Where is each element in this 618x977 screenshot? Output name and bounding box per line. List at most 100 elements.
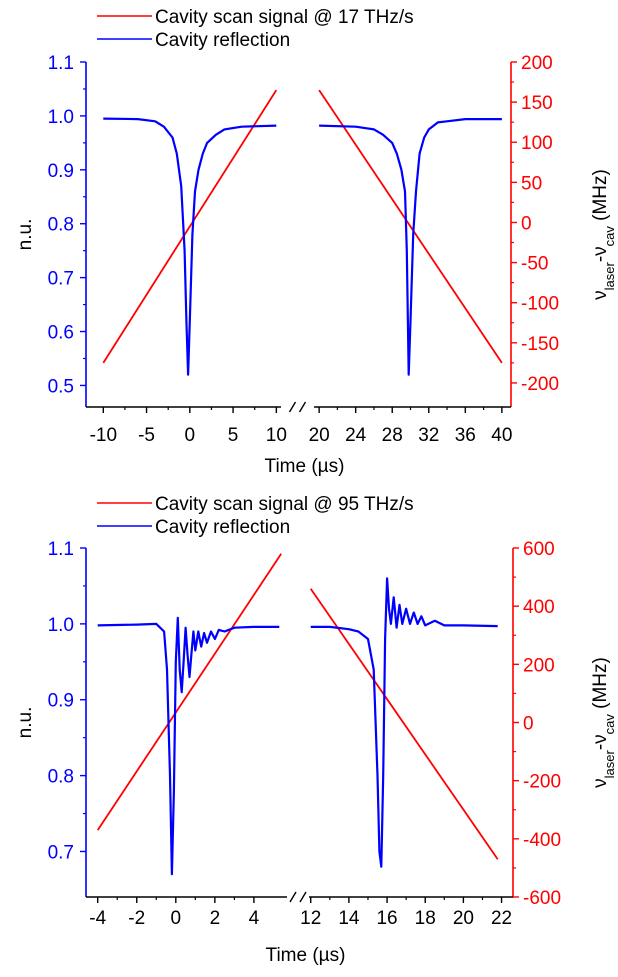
right-tick-label: 50 <box>521 173 542 194</box>
axis-break-mark-1 <box>288 401 297 413</box>
y2-axis-label: νlaser-νcav (MHz) <box>590 169 617 300</box>
right-tick-label: -200 <box>521 374 559 395</box>
reflection-line-1 <box>103 117 277 376</box>
x-axis-label-part: s) <box>330 945 346 966</box>
left-tick-label: 0.7 <box>48 269 74 290</box>
y2-axis-label-part: -ν <box>590 734 611 750</box>
x-tick-label: 32 <box>418 425 439 446</box>
x-tick-label: -2 <box>128 908 145 929</box>
x-tick-labels: -4 -2 0 2 4 12 14 16 18 20 22 <box>89 908 512 929</box>
x-tick-labels: -10 -5 0 5 10 20 24 28 32 36 40 <box>90 425 513 446</box>
left-tick-label: 0.5 <box>48 376 74 397</box>
x-axis-label-part: µ <box>318 456 329 477</box>
right-tick-label: 100 <box>521 133 553 154</box>
right-tick-label: -600 <box>523 888 561 909</box>
right-tick-label: -50 <box>521 254 548 275</box>
y-axis-label: n.u. <box>15 707 36 739</box>
left-tick-label: 1.0 <box>48 107 74 128</box>
right-tick-label: 400 <box>523 597 555 618</box>
axis-break-mark-1 <box>289 891 297 903</box>
y2-axis-label-subscript: laser <box>602 262 617 291</box>
x-tick-label: 5 <box>228 425 239 446</box>
right-tick-label: 200 <box>521 53 553 74</box>
scan-signal-line-1 <box>102 89 278 364</box>
y2-axis-label: νlaser-νcav (MHz) <box>590 657 617 788</box>
left-tick-labels: 0.7 0.8 0.9 1.0 1.1 <box>48 539 74 863</box>
scan-signal-line-1 <box>96 553 282 831</box>
x-tick-label: -5 <box>138 425 155 446</box>
legend-entry-1: Cavity scan signal @ 95 THz/s <box>155 494 414 515</box>
right-tick-labels: -200 -150 -100 -50 0 50 100 150 200 <box>521 53 559 395</box>
right-tick-label: 0 <box>523 714 534 735</box>
right-tick-label: -100 <box>521 294 559 315</box>
x-tick-label: 20 <box>309 425 330 446</box>
y2-axis-label-part: ν <box>590 778 611 788</box>
x-tick-label: -4 <box>89 908 106 929</box>
left-tick-labels: 0.5 0.6 0.7 0.8 0.9 1.0 1.1 <box>48 53 74 397</box>
axes <box>85 548 514 903</box>
reflection-line-2 <box>319 117 502 376</box>
left-tick-label: 1.1 <box>48 539 74 560</box>
x-axis-label: Time (µs) <box>266 945 346 966</box>
x-axis-label: Time (µs) <box>265 456 345 477</box>
x-tick-label: 14 <box>338 908 360 929</box>
y2-axis-label-part: ν <box>590 290 611 300</box>
legend-entry-2: Cavity reflection <box>155 30 290 51</box>
left-tick-label: 1.1 <box>48 53 74 74</box>
y-axis-label: n.u. <box>15 219 36 251</box>
axes <box>85 62 512 413</box>
reflection-line-1 <box>97 616 280 876</box>
x-axis-label-part: Time ( <box>266 945 320 966</box>
x-tick-label: 18 <box>415 908 436 929</box>
x-tick-label: 20 <box>453 908 474 929</box>
y2-axis-label-part: -ν <box>590 246 611 262</box>
reflection-line-2 <box>310 577 498 868</box>
y2-axis-label-part: (MHz) <box>590 657 611 714</box>
right-tick-label: 150 <box>521 93 553 114</box>
x-tick-label: 28 <box>382 425 403 446</box>
right-tick-label: 0 <box>521 213 532 234</box>
x-tick-label: 2 <box>210 908 221 929</box>
x-tick-label: 40 <box>491 425 512 446</box>
right-tick-labels: -600 -400 -200 0 200 400 600 <box>523 539 561 909</box>
x-tick-label: 24 <box>345 425 367 446</box>
x-tick-label: 16 <box>376 908 397 929</box>
right-tick-label: 200 <box>523 655 555 676</box>
y2-axis-label-part: (MHz) <box>590 169 611 226</box>
right-tick-label: -150 <box>521 334 559 355</box>
y2-axis-label-subscript: cav <box>602 226 617 247</box>
axis-break-mark-2 <box>298 401 307 413</box>
y2-axis-label-subscript: laser <box>602 750 617 779</box>
left-tick-label: 0.9 <box>48 691 74 712</box>
x-tick-label: 22 <box>491 908 512 929</box>
axis-break-mark-2 <box>299 891 307 903</box>
x-tick-label: 0 <box>171 908 182 929</box>
x-tick-label: 4 <box>249 908 260 929</box>
x-tick-label: -10 <box>90 425 117 446</box>
x-tick-label: 36 <box>455 425 476 446</box>
left-tick-label: 0.7 <box>48 842 74 863</box>
left-tick-label: 0.9 <box>48 161 74 182</box>
x-axis-label-part: s) <box>329 456 345 477</box>
legend-entry-2: Cavity reflection <box>155 517 290 538</box>
x-tick-label: 12 <box>300 908 321 929</box>
left-tick-label: 0.8 <box>48 767 74 788</box>
y2-axis-label-subscript: cav <box>602 714 617 735</box>
left-tick-label: 1.0 <box>48 615 74 636</box>
x-tick-label: 0 <box>185 425 196 446</box>
left-tick-label: 0.8 <box>48 215 74 236</box>
right-tick-label: -400 <box>523 830 561 851</box>
left-tick-label: 0.6 <box>48 323 74 344</box>
x-axis-label-part: µ <box>319 945 330 966</box>
legend-entry-1: Cavity scan signal @ 17 THz/s <box>155 7 414 28</box>
right-tick-label: 600 <box>523 539 555 560</box>
right-tick-label: -200 <box>523 772 561 793</box>
scan-signal-line-2 <box>318 89 503 364</box>
x-axis-label-part: Time ( <box>265 456 319 477</box>
scan-signal-line-2 <box>309 588 499 860</box>
